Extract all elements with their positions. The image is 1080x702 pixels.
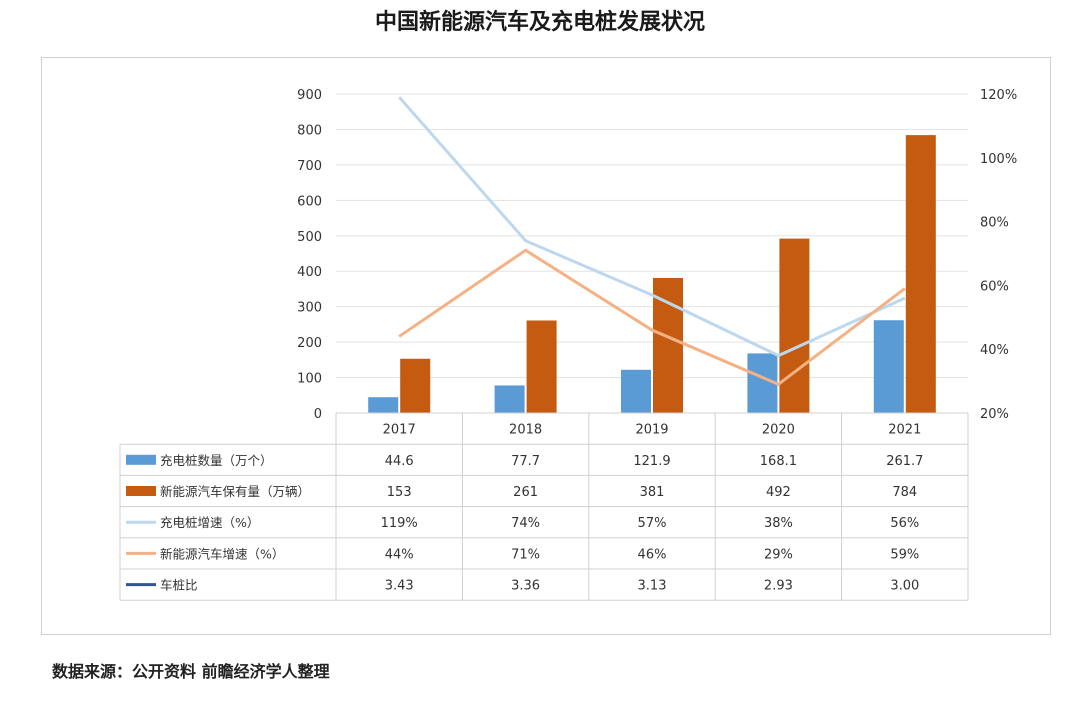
table-cell-value: 119% xyxy=(381,516,418,531)
x-tick-label: 2021 xyxy=(888,423,921,438)
table-cell-value: 38% xyxy=(764,516,793,531)
x-tick-label: 2017 xyxy=(383,423,416,438)
table-cell-value: 121.9 xyxy=(633,454,670,469)
bar-chargers xyxy=(873,320,904,413)
bar-vehicles xyxy=(905,135,936,414)
bar-vehicles xyxy=(653,277,683,413)
bar-chargers xyxy=(368,397,399,413)
y-right-tick-label: 60% xyxy=(980,279,1009,294)
y-left-tick-label: 900 xyxy=(297,88,322,103)
chart: 0 100 200 300 400 500 600 700 800 900 20% 40% 60% 80%… xyxy=(119,88,1017,601)
table-cell-value: 56% xyxy=(890,516,919,531)
y-right-tick-label: 20% xyxy=(980,407,1009,422)
y-left-tick-label: 800 xyxy=(297,123,322,138)
legend-label: 新能源汽车保有量（万辆） xyxy=(160,484,310,499)
legend-key xyxy=(126,454,156,465)
table-cell-value: 261 xyxy=(513,485,538,500)
table-cell-value: 71% xyxy=(511,547,540,562)
table-cell-value: 59% xyxy=(890,547,919,562)
table-cell-value: 3.00 xyxy=(890,579,919,594)
table-cell-value: 261.7 xyxy=(886,454,923,469)
table-cell-value: 784 xyxy=(892,485,917,500)
table-cell-value: 44% xyxy=(385,547,414,562)
legend-label: 充电桩数量（万个） xyxy=(160,453,273,468)
y-left-tick-label: 500 xyxy=(297,230,322,245)
table-cell-value: 492 xyxy=(766,485,791,500)
bar-vehicles xyxy=(526,320,557,413)
table-cell-value: 77.7 xyxy=(511,454,540,469)
table-cell-value: 57% xyxy=(638,516,667,531)
y-left-tick-label: 100 xyxy=(297,372,322,387)
legend-label: 充电桩增速（%） xyxy=(160,515,259,530)
y-left-tick-label: 200 xyxy=(297,336,322,351)
legend-key xyxy=(126,486,156,496)
bar-vehicles xyxy=(400,358,431,413)
legend-label: 新能源汽车增速（%） xyxy=(160,546,284,561)
line-vehicle-growth xyxy=(398,248,906,386)
y-left-tick-label: 400 xyxy=(297,265,322,280)
y-left-tick-label: 300 xyxy=(297,301,322,316)
legend-label: 车桩比 xyxy=(160,578,198,593)
table-cell-value: 29% xyxy=(764,547,793,562)
table-cell-value: 153 xyxy=(387,485,412,500)
line-charger-growth xyxy=(398,96,906,358)
table-cell-value: 3.13 xyxy=(638,579,667,594)
x-tick-label: 2020 xyxy=(762,423,795,438)
y-left-tick-label: 0 xyxy=(314,407,322,422)
y-left-tick-label: 700 xyxy=(297,159,322,174)
table-cell-value: 46% xyxy=(638,547,667,562)
y-right-tick-label: 120% xyxy=(980,88,1017,103)
x-tick-label: 2018 xyxy=(509,423,542,438)
y-right-tick-label: 80% xyxy=(980,216,1009,231)
y-right-tick-label: 100% xyxy=(980,152,1017,167)
table-cell-value: 3.36 xyxy=(511,579,540,594)
chart-title: 中国新能源汽车及充电桩发展状况 xyxy=(374,10,705,35)
chart-frame: 0 100 200 300 400 500 600 700 800 900 20% 40% 60% 80%… xyxy=(41,57,1051,635)
table-cell-value: 2.93 xyxy=(764,579,793,594)
table-cell-value: 44.6 xyxy=(385,454,414,469)
bar-chargers xyxy=(494,385,525,413)
table-cell-value: 168.1 xyxy=(760,454,797,469)
table-cell-value: 74% xyxy=(511,516,540,531)
x-tick-label: 2019 xyxy=(635,423,668,438)
data-source-note: 数据来源：公开资料 前瞻经济学人整理 xyxy=(52,662,330,681)
table-cell-value: 381 xyxy=(640,485,665,500)
bar-chargers xyxy=(621,369,651,413)
y-right-tick-label: 40% xyxy=(980,343,1009,358)
y-left-tick-label: 600 xyxy=(297,194,322,209)
bar-vehicles xyxy=(779,238,810,413)
table-cell-value: 3.43 xyxy=(385,579,414,594)
